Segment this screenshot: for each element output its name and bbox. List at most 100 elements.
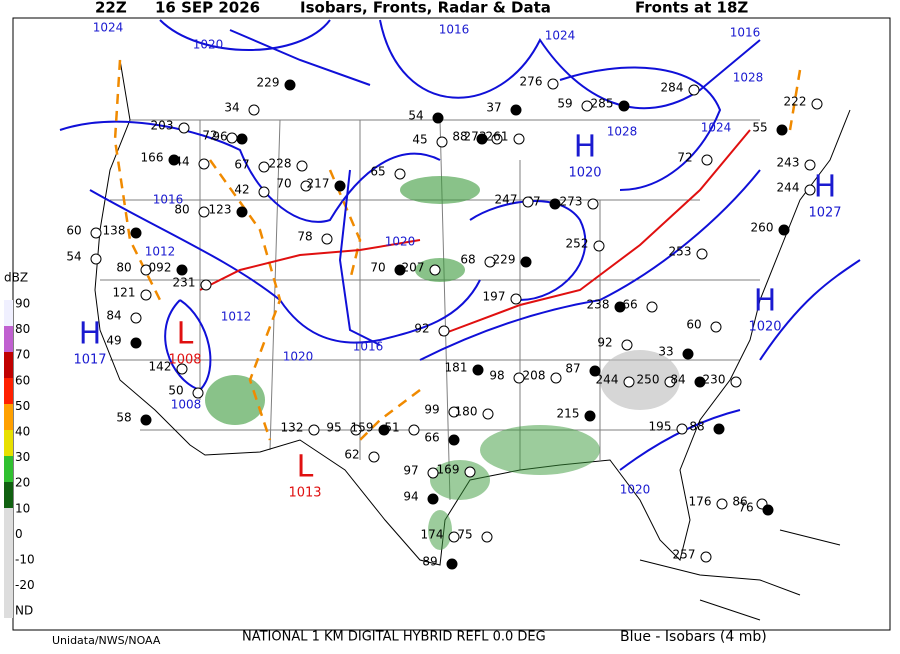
scale-label: 80 — [15, 322, 30, 336]
station-value: 84 — [670, 373, 685, 387]
station-value: 80 — [116, 261, 131, 275]
station-value: 203 — [151, 119, 174, 133]
station-value: 252 — [566, 237, 589, 251]
station-value: 99 — [424, 403, 439, 417]
station-value: 181 — [445, 361, 468, 375]
station-value: 142 — [149, 360, 172, 374]
station-value: 60 — [66, 224, 81, 238]
station-marker — [688, 84, 700, 96]
isobar-label: 1016 — [153, 193, 184, 207]
station-marker — [510, 104, 522, 116]
station-marker — [676, 423, 688, 435]
scale-label: 10 — [15, 501, 30, 515]
dbz-scale: dBZ 90 80 70 60 50 40 30 20 10 0 -10 -20 ND — [4, 271, 35, 618]
isobar-label: 1028 — [607, 125, 638, 139]
header-date: 16 SEP 2026 — [155, 0, 260, 17]
station-marker — [368, 451, 380, 463]
station-marker — [448, 531, 460, 543]
station-marker — [427, 493, 439, 505]
station-value: 54 — [66, 250, 81, 264]
station-marker — [491, 133, 503, 145]
radar-echo — [480, 425, 600, 475]
station-value: 62 — [344, 448, 359, 462]
station-value: 229 — [493, 253, 516, 267]
station-marker — [623, 376, 635, 388]
cold-front — [338, 169, 381, 346]
station-marker — [589, 365, 601, 377]
center-pressure: 1027 — [808, 206, 841, 221]
station-marker — [484, 256, 496, 268]
station-marker — [682, 348, 694, 360]
isobar-label: 1016 — [439, 23, 470, 37]
station-value: 273 — [560, 195, 583, 209]
isobar — [559, 66, 722, 191]
scale-label: 50 — [15, 399, 30, 413]
station-value: 123 — [209, 203, 232, 217]
station-value: 228 — [269, 157, 292, 171]
station-value: 197 — [483, 290, 506, 304]
scale-label: ND — [15, 604, 33, 618]
scale-swatch — [4, 482, 13, 508]
station-value: 92 — [597, 336, 612, 350]
isobar-label: 1008 — [171, 398, 202, 412]
trough — [359, 389, 421, 441]
station-value: 195 — [649, 420, 672, 434]
scale-swatch — [4, 378, 13, 404]
isobar-label: 1020 — [283, 350, 314, 364]
station-marker — [804, 184, 816, 196]
scale-swatch — [4, 404, 13, 430]
station-value: 37 — [486, 101, 501, 115]
station-value: 60 — [686, 318, 701, 332]
station-marker — [481, 531, 493, 543]
station-value: 68 — [460, 253, 475, 267]
scale-label: -20 — [15, 578, 35, 592]
isobar — [379, 19, 761, 110]
pressure-center: H — [754, 284, 777, 319]
radar-echo — [600, 350, 680, 410]
station-marker — [378, 424, 390, 436]
station-value: 253 — [669, 245, 692, 259]
station-marker — [700, 551, 712, 563]
isobar-label: 1020 — [620, 483, 651, 497]
pressure-center: L — [177, 317, 194, 352]
station-marker — [547, 78, 559, 90]
warm-front — [439, 129, 751, 336]
isobar — [59, 120, 441, 223]
station-value: 33 — [658, 345, 673, 359]
station-value: 260 — [751, 221, 774, 235]
station-marker — [140, 414, 152, 426]
station-marker — [762, 504, 774, 516]
station-marker — [584, 410, 596, 422]
station-value: 180 — [455, 405, 478, 419]
station-value: 72 — [677, 151, 692, 165]
station-marker — [90, 253, 102, 265]
isobar — [89, 189, 481, 344]
station-marker — [140, 289, 152, 301]
station-marker — [192, 387, 204, 399]
station-value: 78 — [297, 230, 312, 244]
station-value: 58 — [116, 411, 131, 425]
islands — [639, 529, 841, 621]
station-marker — [394, 264, 406, 276]
station-marker — [713, 423, 725, 435]
scale-swatch — [4, 456, 13, 482]
station-marker — [593, 240, 605, 252]
station-value: 261 — [486, 130, 509, 144]
station-marker — [438, 325, 450, 337]
isobar-label: 1012 — [145, 245, 176, 259]
scale-label: 40 — [15, 425, 30, 439]
station-value: 51 — [384, 421, 399, 435]
header-title: Isobars, Fronts, Radar & Data — [300, 0, 551, 17]
pressure-center: L — [297, 450, 314, 485]
station-marker — [472, 364, 484, 376]
station-value: 76 — [738, 501, 753, 515]
station-value: 230 — [703, 373, 726, 387]
radar-echo — [428, 510, 452, 550]
trough — [328, 169, 362, 281]
station-value: 250 — [637, 373, 660, 387]
station-value: 132 — [281, 421, 304, 435]
station-value: 70 — [370, 261, 385, 275]
isobar-label: 1024 — [545, 29, 576, 43]
pressure-center: H — [79, 317, 102, 352]
